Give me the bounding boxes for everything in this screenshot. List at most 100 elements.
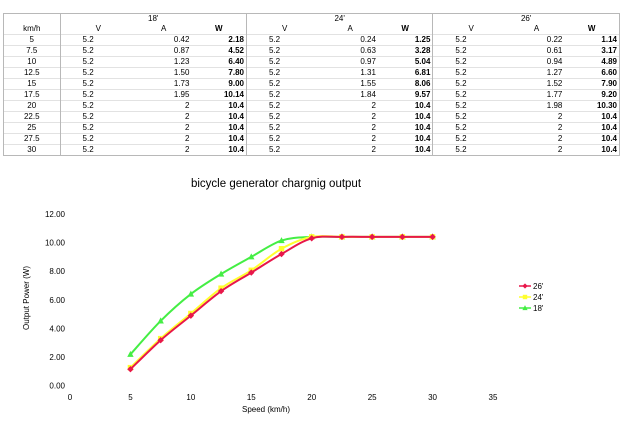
current-cell: 1.95	[135, 89, 192, 101]
power-cell: 3.28	[377, 45, 434, 57]
data-point	[187, 312, 195, 319]
voltage-cell: 5.2	[246, 89, 323, 101]
voltage-cell: 5.2	[432, 34, 509, 46]
speed-column-header: km/h	[3, 24, 61, 35]
data-point	[127, 366, 134, 373]
x-tick-label: 5	[128, 393, 133, 402]
y-tick-label: 4.00	[49, 324, 65, 333]
data-point	[278, 246, 285, 252]
power-cell: 7.80	[191, 67, 248, 79]
x-tick-label: 30	[428, 393, 437, 402]
current-cell: 2	[322, 144, 378, 156]
y-tick-label: 10.00	[45, 239, 66, 248]
voltage-cell: 5.2	[60, 89, 136, 101]
current-cell: 0.24	[322, 34, 378, 46]
y-tick-label: 12.00	[45, 210, 66, 219]
voltage-cell: 5.2	[432, 144, 509, 156]
voltage-cell: 5.2	[432, 133, 509, 145]
speed-cell: 7.5	[3, 45, 61, 57]
current-cell: 2	[508, 133, 565, 145]
x-tick-label: 15	[247, 393, 256, 402]
current-cell: 2	[322, 111, 378, 123]
current-cell: 1.27	[508, 67, 565, 79]
voltage-cell: 5.2	[432, 45, 509, 57]
current-cell: 2	[322, 100, 378, 112]
current-cell: 0.61	[508, 45, 565, 57]
power-cell: 10.30	[564, 100, 620, 112]
current-cell: 1.55	[322, 78, 378, 90]
voltage-cell: 5.2	[60, 100, 136, 112]
power-cell: 10.4	[564, 133, 620, 145]
power-cell: 7.90	[564, 78, 620, 90]
legend-marker	[522, 294, 528, 300]
x-tick-label: 20	[307, 393, 316, 402]
table-row: 30 5.2 2 10.4 5.2 2 10.4 5.2 2 10.4	[3, 144, 620, 156]
current-cell: 2	[135, 122, 192, 134]
x-tick-label: 10	[186, 393, 195, 402]
power-cell: 10.4	[191, 122, 248, 134]
current-cell: 0.22	[508, 34, 565, 46]
power-cell: 10.4	[191, 144, 248, 156]
current-cell: 1.52	[508, 78, 565, 90]
current-cell: 1.98	[508, 100, 565, 112]
power-cell: 10.4	[377, 100, 434, 112]
power-cell: 10.4	[191, 111, 248, 123]
voltage-cell: 5.2	[246, 34, 323, 46]
current-cell: 2	[322, 122, 378, 134]
voltage-cell: 5.2	[246, 100, 323, 112]
data-point	[278, 237, 285, 244]
column-header-v: V	[95, 24, 101, 33]
voltage-cell: 5.2	[60, 144, 136, 156]
current-cell: 2	[322, 133, 378, 145]
power-cell: 10.4	[564, 111, 620, 123]
data-point	[278, 250, 285, 258]
voltage-cell: 5.2	[432, 89, 509, 101]
power-cell: 10.4	[377, 111, 434, 123]
y-tick-label: 6.00	[49, 296, 65, 305]
table-column-header-row: km/h V A W V A W V A W	[3, 24, 620, 35]
power-cell: 9.20	[564, 89, 620, 101]
voltage-cell: 5.2	[246, 111, 323, 123]
data-point	[187, 290, 195, 297]
voltage-cell: 5.2	[60, 45, 136, 57]
group-header-1: 24'	[245, 13, 434, 24]
current-cell: 1.73	[135, 78, 192, 90]
column-header-a: A	[533, 24, 540, 33]
speed-cell: 10	[3, 56, 61, 68]
data-point	[217, 270, 225, 277]
voltage-cell: 5.2	[432, 78, 509, 90]
x-tick-label: 0	[68, 393, 73, 402]
table-row: 20 5.2 2 10.4 5.2 2 10.4 5.2 1.98 10.30	[3, 100, 620, 112]
current-cell: 0.94	[508, 56, 565, 68]
power-cell: 4.89	[564, 56, 620, 68]
current-cell: 1.31	[322, 67, 378, 79]
legend-label: 24'	[533, 293, 544, 302]
current-cell: 1.23	[135, 56, 192, 68]
x-tick-label: 35	[489, 393, 498, 402]
current-cell: 2	[508, 144, 565, 156]
data-point	[248, 253, 255, 260]
x-axis-label: Speed (km/h)	[242, 405, 290, 414]
legend-label: 26'	[533, 282, 544, 291]
table-row: 15 5.2 1.73 9.00 5.2 1.55 8.06 5.2 1.52 7.90	[3, 78, 620, 90]
power-cell: 6.60	[564, 67, 620, 79]
speed-cell: 22.5	[3, 111, 61, 123]
voltage-cell: 5.2	[432, 122, 509, 134]
speed-cell: 17.5	[3, 89, 61, 101]
voltage-cell: 5.2	[246, 56, 323, 68]
power-cell: 9.57	[377, 89, 434, 101]
power-cell: 3.17	[564, 45, 620, 57]
current-cell: 0.42	[135, 34, 192, 46]
table-corner-cell	[3, 13, 61, 24]
power-cell: 10.4	[377, 144, 434, 156]
current-cell: 2	[135, 111, 192, 123]
speed-cell: 5	[3, 34, 61, 46]
current-cell: 1.84	[322, 89, 378, 101]
voltage-cell: 5.2	[246, 45, 323, 57]
power-cell: 6.81	[377, 67, 434, 79]
voltage-cell: 5.2	[60, 133, 136, 145]
power-cell: 10.4	[377, 122, 434, 134]
legend-label: 18'	[533, 304, 544, 313]
group-header-0: 18'	[59, 13, 248, 24]
voltage-cell: 5.2	[60, 111, 136, 123]
